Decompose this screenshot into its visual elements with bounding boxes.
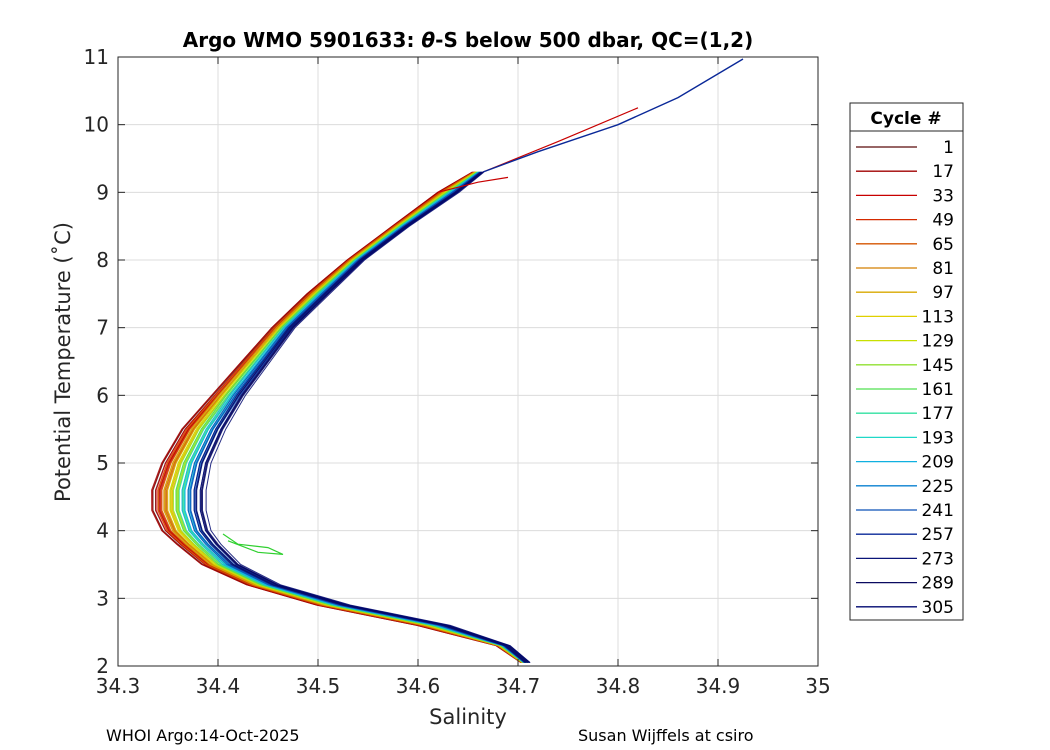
cycle-profile-line xyxy=(163,171,523,664)
x-tick-label: 34.6 xyxy=(396,674,441,698)
axes-frame xyxy=(117,56,819,667)
legend-entry-label: 1 xyxy=(943,138,954,158)
cycle-profile-line xyxy=(187,171,526,663)
legend-entry-label: 113 xyxy=(922,307,954,327)
y-tick-label: 4 xyxy=(96,519,109,543)
cycle-profile-line xyxy=(199,171,528,663)
cycle-profile-line xyxy=(196,171,527,663)
chart-title: Argo WMO 5901633: θ-S below 500 dbar, QC… xyxy=(183,28,753,52)
cycle-profile-line xyxy=(193,171,526,663)
green-cycle-loop xyxy=(222,533,284,555)
legend-entry-label: 241 xyxy=(922,501,954,521)
footer-source: WHOI Argo:14-Oct-2025 xyxy=(106,726,300,745)
cycle-profile-line xyxy=(181,171,525,663)
legend-entry-label: 273 xyxy=(922,549,954,569)
legend-entry-label: 177 xyxy=(922,404,954,424)
y-tick-label: 5 xyxy=(96,451,109,475)
cycle-profile-line xyxy=(187,171,525,663)
x-tick-label: 34.7 xyxy=(496,674,541,698)
cycle-profile-line xyxy=(157,171,522,664)
early-cycle-upper-line xyxy=(437,176,509,193)
y-tick-label: 11 xyxy=(84,45,109,69)
cycle-profile-line xyxy=(184,171,526,663)
legend-entry-label: 49 xyxy=(932,211,954,231)
legend-entry-label: 145 xyxy=(922,356,954,376)
cycle-profile-line xyxy=(178,171,525,663)
cycle-profile-line xyxy=(195,171,528,663)
legend-entry-label: 225 xyxy=(922,477,954,497)
y-tick-label: 7 xyxy=(96,316,109,340)
cycle-profile-line xyxy=(189,171,528,663)
x-tick-label: 34.3 xyxy=(96,674,141,698)
cycle-profile-line xyxy=(201,171,530,663)
cycle-profile-line xyxy=(201,171,529,663)
late-cycle-upper-line xyxy=(482,58,744,173)
y-axis-label: Potential Temperature (˚C) xyxy=(51,222,75,502)
cycle-profile-line xyxy=(178,171,528,664)
legend-entry-label: 81 xyxy=(932,259,954,279)
cycle-profile-line xyxy=(183,171,527,663)
x-tick-label: 34.4 xyxy=(196,674,241,698)
x-tick-label: 34.8 xyxy=(596,674,641,698)
cycle-profile-line xyxy=(194,171,530,663)
legend-entry-label: 161 xyxy=(922,380,954,400)
cycle-profile-line xyxy=(189,171,530,663)
cycle-profile-line xyxy=(199,171,530,663)
cycle-profile-line xyxy=(190,171,526,663)
x-tick-label: 35 xyxy=(805,674,830,698)
x-axis-label: Salinity xyxy=(429,705,507,729)
legend-entries: 1 17 33 49 65 81 97 113 129 145 161 177 193 209 225 241… xyxy=(856,138,954,618)
cycle-profile-line xyxy=(193,171,527,663)
cycle-profile-line xyxy=(195,171,530,663)
cycle-profile-line xyxy=(205,171,531,663)
y-tick-label: 2 xyxy=(96,654,109,678)
y-tick-label: 9 xyxy=(96,180,109,204)
tick-labels: 34.3 34.4 34.5 34.6 34.7 34.8 34.9 35 2 3 4 5 6 7 8 9 10… xyxy=(84,45,831,698)
cycle-profile-line xyxy=(195,171,529,663)
x-tick-label: 34.5 xyxy=(296,674,341,698)
legend-entry-label: 193 xyxy=(922,428,954,448)
footer-credit: Susan Wijffels at csiro xyxy=(578,726,754,745)
legend-entry-label: 65 xyxy=(932,235,954,255)
cycle-profile-line xyxy=(184,171,529,663)
y-tick-label: 10 xyxy=(84,113,109,137)
legend-entry-label: 289 xyxy=(922,574,954,594)
cycle-profile-line xyxy=(183,171,527,663)
profile-lines xyxy=(151,58,744,664)
y-tick-label: 8 xyxy=(96,248,109,272)
legend-entry-label: 209 xyxy=(922,453,954,473)
cycle-profile-line xyxy=(181,171,525,663)
cycle-profile-line xyxy=(169,171,523,664)
cycle-profile-line xyxy=(188,171,529,663)
legend-entry-label: 305 xyxy=(922,598,954,618)
red-cycle-upper-line xyxy=(482,107,639,173)
legend-entry-label: 33 xyxy=(932,186,954,206)
legend-entry-label: 97 xyxy=(932,283,954,303)
cycle-profile-line xyxy=(151,171,522,664)
y-tick-label: 3 xyxy=(96,586,109,610)
x-tick-label: 34.9 xyxy=(696,674,741,698)
legend-entry-label: 257 xyxy=(922,525,954,545)
legend-entry-label: 129 xyxy=(922,332,954,352)
cycle-profile-line xyxy=(175,171,524,663)
y-tick-label: 6 xyxy=(96,383,109,407)
legend-title: Cycle # xyxy=(870,109,941,129)
legend-entry-label: 17 xyxy=(932,162,954,182)
cycle-profile-line xyxy=(182,171,529,663)
cycle-profile-line xyxy=(189,171,528,663)
axis-ticks xyxy=(117,56,819,667)
legend: Cycle # 1 17 33 49 65 81 97 113 129 145 161 177 193 2… xyxy=(849,102,964,621)
